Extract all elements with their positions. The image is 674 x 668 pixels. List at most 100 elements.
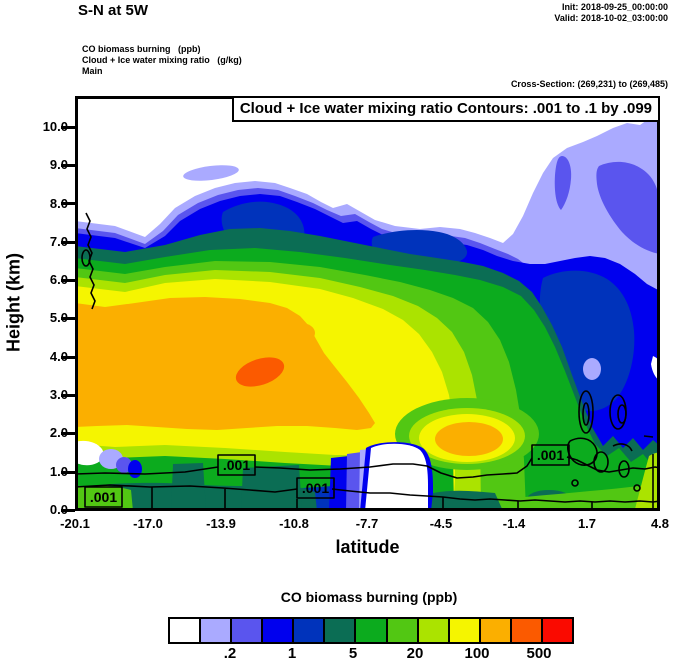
colorbar-tick-label: .2 [223, 645, 237, 662]
contour-line [582, 402, 590, 426]
x-tick-label: -20.1 [60, 516, 90, 531]
field-label-cloudice: Cloud + Ice water mixing ratio (g/kg) [82, 55, 242, 65]
y-tick-label: 5.0 [49, 310, 68, 325]
colorbar-cell [447, 619, 479, 642]
contour-label-box [296, 477, 335, 499]
cross-section-coords: Cross-Section: (269,231) to (269,485) [510, 79, 668, 89]
colorbar-cells [168, 617, 574, 644]
contour-label: .001 [223, 457, 250, 473]
cross-section-canvas: .001 .001 .001 .001 [74, 96, 661, 511]
page-title: S-N at 5W [78, 2, 149, 19]
x-tick-label: -7.7 [355, 516, 379, 531]
colorbar-cell [292, 619, 324, 642]
contour-line [571, 479, 579, 487]
contour-line [331, 488, 661, 503]
contour-line [612, 443, 633, 452]
contour-label: .001 [302, 480, 329, 496]
y-tick-mark [61, 394, 75, 397]
fill-region [287, 323, 315, 343]
fill-region [128, 460, 142, 478]
y-tick-label: 7.0 [49, 234, 68, 249]
colorbar-cell [199, 619, 231, 642]
contour-line [633, 484, 641, 492]
y-tick-mark [61, 509, 75, 512]
colorbar-cell [416, 619, 448, 642]
y-tick-mark [61, 471, 75, 474]
x-tick-label: -10.8 [279, 516, 309, 531]
y-tick-mark [61, 356, 75, 359]
field-label-domain: Main [82, 66, 103, 76]
contour-label-box [531, 444, 570, 466]
fill-region [75, 485, 133, 511]
fill-region [515, 484, 660, 511]
x-axis-title: latitude [335, 537, 400, 557]
contour-line [617, 404, 627, 424]
contour-line [566, 437, 598, 466]
y-tick-label: 0.0 [49, 502, 68, 517]
colorbar-cell [540, 619, 573, 642]
colorbar-cell [230, 619, 262, 642]
colorbar-cell [323, 619, 355, 642]
y-tick-mark [61, 279, 75, 282]
fill-region [346, 452, 363, 511]
y-tick-mark [61, 202, 75, 205]
contour-label-box [217, 454, 256, 476]
y-tick-mark [61, 432, 75, 435]
colorbar-tick-label: 5 [348, 645, 358, 662]
contour-label-texts: .001 .001 .001 .001 [90, 447, 564, 505]
fill-region [431, 490, 503, 511]
y-axis-title: Height (km) [3, 253, 24, 352]
contour-line [74, 484, 298, 493]
contour-line [618, 460, 630, 478]
fill-region [596, 161, 660, 254]
contour-line [74, 466, 219, 475]
y-tick-mark [61, 126, 75, 129]
y-tick-mark [61, 317, 75, 320]
contour-label: .001 [537, 447, 564, 463]
valid-timestamp: Valid: 2018-10-02_03:00:00 [554, 13, 668, 23]
colorbar-cell [170, 619, 200, 642]
cross-section-plot: .001 .001 .001 .001 Cloud + Ice water mi… [74, 96, 661, 511]
colorbar-title: CO biomass burning (ppb) [280, 589, 458, 605]
y-tick-label: 4.0 [49, 349, 68, 364]
contour-line [81, 249, 91, 267]
y-tick-label: 10.0 [42, 119, 68, 134]
y-tick-mark [61, 164, 75, 167]
fill-region [583, 358, 601, 380]
fill-region [171, 463, 206, 511]
fill-region [183, 165, 239, 181]
colorbar-tick-label: 20 [406, 645, 424, 662]
x-tick-label: -13.9 [206, 516, 236, 531]
init-timestamp: Init: 2018-09-25_00:00:00 [561, 2, 668, 12]
colorbar-cell [261, 619, 293, 642]
fill-region [365, 443, 428, 511]
x-tick-label: 4.8 [650, 516, 670, 531]
x-tick-label: -1.4 [502, 516, 526, 531]
y-tick-label: 3.0 [49, 387, 68, 402]
fill-layers [75, 96, 660, 511]
fill-region [235, 357, 285, 387]
colorbar-tick-label: 1 [287, 645, 297, 662]
colorbar-cell [354, 619, 386, 642]
y-tick-label: 1.0 [49, 464, 68, 479]
x-tick-label: -17.0 [133, 516, 163, 531]
contour-line [643, 435, 654, 438]
fill-region [241, 465, 302, 511]
colorbar-tick-label: 500 [526, 645, 552, 662]
y-tick-label: 8.0 [49, 196, 68, 211]
y-tick-mark [61, 241, 75, 244]
colorbar-cell [478, 619, 510, 642]
y-tick-label: 6.0 [49, 272, 68, 287]
field-label-co: CO biomass burning (ppb) [82, 44, 201, 54]
y-tick-label: 2.0 [49, 425, 68, 440]
fill-region [554, 156, 572, 210]
contour-line [566, 456, 661, 473]
contour-line [578, 390, 594, 434]
contour-line [254, 457, 533, 479]
colorbar-cell [385, 619, 417, 642]
colorbar-tick-label: 100 [464, 645, 490, 662]
x-tick-label: 1.7 [577, 516, 597, 531]
contour-label: .001 [90, 489, 117, 505]
x-tick-label: -4.5 [429, 516, 453, 531]
